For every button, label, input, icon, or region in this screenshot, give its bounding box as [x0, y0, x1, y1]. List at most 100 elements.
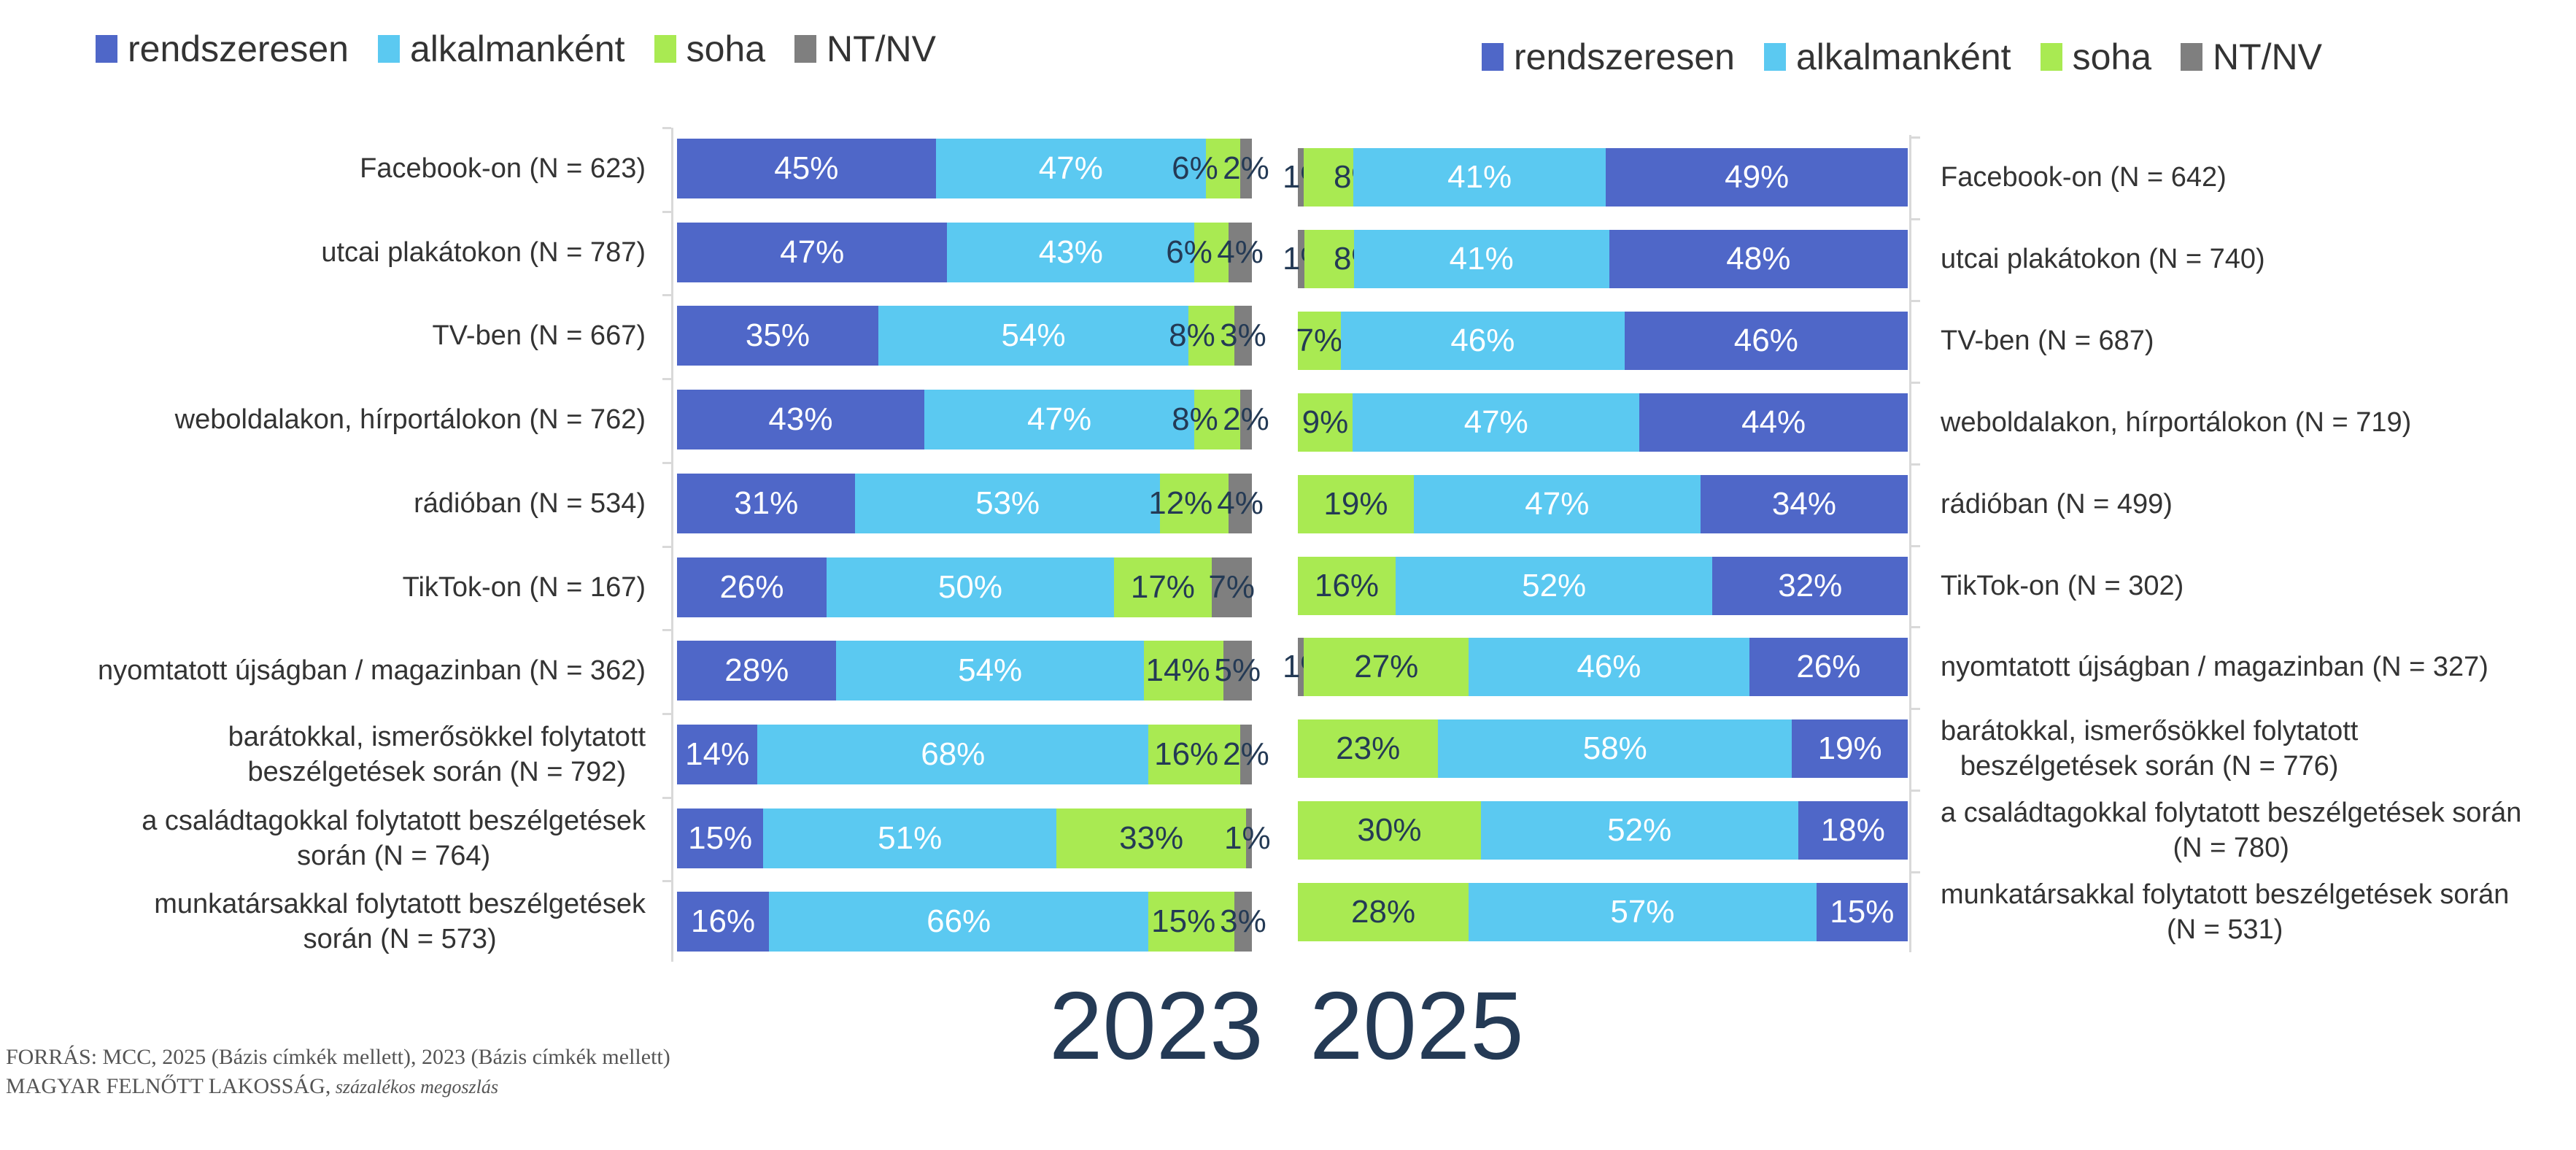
data-label: 14%	[1145, 652, 1210, 689]
legend-label: NT/NV	[2213, 36, 2323, 77]
bar-segment-alkalmanknt	[924, 390, 1195, 450]
category-label: barátokkal, ismerősökkel folytatott beszé…	[228, 719, 646, 790]
bar-segment-alkalmanknt	[1438, 719, 1792, 779]
legend-label: alkalmanként	[409, 28, 625, 69]
bar-segment-rendszeresen	[1712, 556, 1908, 615]
category-label-line: weboldalakon, hírportálokon (N = 762)	[174, 404, 646, 436]
bar-segment-soha	[1298, 393, 1353, 452]
bar-segment-rendszeresen	[1792, 719, 1908, 779]
data-label: 48%	[1726, 240, 1791, 277]
bar-segment-soha	[1298, 474, 1414, 533]
bar-segment-alkalmanknt	[757, 724, 1149, 784]
bar-segment-alkalmanknt	[1395, 556, 1713, 615]
bar-segment-soha	[1298, 719, 1439, 779]
data-label: 14%	[685, 736, 750, 772]
population-rest: százalékos megoszlás	[330, 1076, 498, 1097]
data-label: 57%	[1610, 894, 1675, 930]
data-label: 2%	[1223, 736, 1269, 772]
legend-swatch	[96, 35, 117, 63]
axis-tick	[1911, 136, 1920, 139]
category-label: a családtagokkal folytatott beszélgetése…	[1941, 795, 2521, 865]
category-label: rádióban (N = 499)	[1941, 487, 2173, 522]
bar-segment-alkalmanknt	[769, 892, 1149, 952]
data-label: 17%	[1130, 568, 1195, 605]
category-label: TV-ben (N = 667)	[432, 318, 646, 353]
bar-segment-rendszeresen	[1624, 311, 1908, 370]
data-label: 35%	[745, 317, 810, 354]
bar-segment-ntnv	[1229, 473, 1252, 533]
bar-segment-alkalmanknt	[1469, 638, 1749, 697]
bar-segment-alkalmanknt	[1353, 148, 1606, 207]
bar-segment-alkalmanknt	[1353, 393, 1640, 452]
axis-tick	[662, 545, 671, 548]
axis-tick	[1911, 708, 1920, 711]
data-label: 46%	[1577, 649, 1641, 685]
category-label: a családtagokkal folytatott beszélgetése…	[142, 803, 646, 873]
data-label: 47%	[1463, 404, 1528, 440]
bar-segment-soha	[1143, 641, 1223, 701]
category-label-line: Facebook-on (N = 623)	[360, 153, 646, 184]
bar-segment-soha	[1298, 311, 1342, 370]
category-label: barátokkal, ismerősökkel folytatott beszé…	[1941, 714, 2358, 784]
legend-label: NT/NV	[827, 28, 937, 69]
bar-segment-alkalmanknt	[1480, 801, 1798, 860]
bar-segment-alkalmanknt	[878, 306, 1189, 366]
axis-tick	[1911, 299, 1920, 302]
data-label: 8%	[1172, 401, 1218, 438]
data-label: 28%	[724, 652, 789, 689]
legend-swatch	[377, 35, 400, 63]
legend-item: alkalmanként	[377, 28, 625, 70]
category-label-line: barátokkal, ismerősökkel folytatott	[228, 721, 646, 752]
bar-segment-rendszeresen	[677, 306, 878, 366]
axis-tick	[662, 294, 671, 297]
category-label: utcai plakátokon (N = 787)	[321, 235, 646, 270]
bar-segment-alkalmanknt	[947, 222, 1195, 282]
data-label: 16%	[1154, 736, 1219, 772]
category-label-line: TV-ben (N = 667)	[432, 320, 646, 352]
bar-segment-soha	[1298, 556, 1396, 615]
population-caps: MAGYAR FELNŐTT LAKOSSÁG,	[6, 1074, 331, 1098]
data-label: 54%	[958, 652, 1023, 689]
data-label: 47%	[780, 234, 845, 270]
category-label-line: weboldalakon, hírportálokon (N = 719)	[1941, 406, 2412, 438]
data-label: 51%	[878, 819, 943, 856]
bar-segment-rendszeresen	[677, 222, 948, 282]
bar-segment-rendszeresen	[677, 139, 936, 198]
legend-swatch	[1482, 43, 1504, 71]
category-label-line: rádióban (N = 499)	[1941, 488, 2173, 520]
category-label-line: utcai plakátokon (N = 787)	[321, 236, 646, 268]
data-label: 45%	[774, 150, 839, 186]
category-label: weboldalakon, hírportálokon (N = 762)	[175, 402, 646, 437]
bar-segment-ntnv	[1240, 724, 1252, 784]
legend-label: alkalmanként	[1795, 36, 2011, 77]
data-label: 18%	[1820, 812, 1885, 849]
legend-swatch	[1763, 43, 1786, 71]
bar-segment-ntnv	[1234, 306, 1252, 366]
bar-segment-soha	[1194, 390, 1241, 450]
bar-segment-ntnv	[1298, 148, 1304, 207]
data-label: 46%	[1450, 322, 1515, 358]
category-label-line: beszélgetések során (N = 792)	[247, 756, 627, 787]
data-label: 41%	[1449, 240, 1514, 277]
data-label: 46%	[1733, 322, 1798, 358]
legend-item: NT/NV	[2181, 36, 2322, 78]
bar-segment-ntnv	[1229, 222, 1252, 282]
bar-segment-soha	[1194, 222, 1229, 282]
bar-segment-rendszeresen	[1606, 148, 1908, 207]
legend-label: soha	[2072, 36, 2152, 77]
category-label: munkatársakkal folytatott beszélgetések s…	[154, 887, 646, 957]
category-label: TikTok-on (N = 302)	[1941, 568, 2184, 603]
data-label: 30%	[1357, 812, 1422, 849]
bar-segment-ntnv	[1223, 641, 1252, 701]
legend-item: soha	[2040, 36, 2152, 78]
bar-segment-rendszeresen	[1798, 801, 1908, 860]
bar-segment-rendszeresen	[677, 390, 924, 450]
legend-swatch	[654, 35, 676, 63]
category-label: munkatársakkal folytatott beszélgetések …	[1941, 877, 2509, 947]
category-label-line: a családtagokkal folytatott beszélgetése…	[142, 805, 646, 836]
axis-tick	[662, 378, 671, 381]
category-label-line: Facebook-on (N = 642)	[1941, 162, 2227, 193]
bar-segment-rendszeresen	[1609, 229, 1908, 288]
category-label: utcai plakátokon (N = 740)	[1941, 242, 2265, 277]
data-label: 2%	[1223, 150, 1269, 186]
